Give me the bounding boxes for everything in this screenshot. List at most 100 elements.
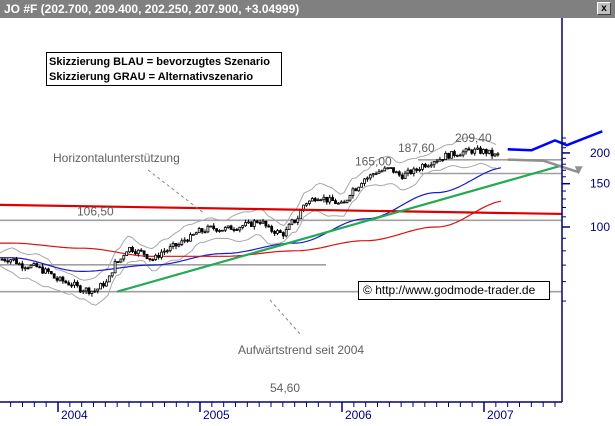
candle-body bbox=[444, 152, 448, 160]
candle-body bbox=[23, 267, 27, 270]
candle-body bbox=[189, 234, 192, 242]
candle-body bbox=[64, 280, 68, 284]
x-axis: 2004 2005 2006 2007 bbox=[0, 401, 562, 422]
candle-body bbox=[107, 275, 111, 283]
close-button[interactable]: x bbox=[597, 2, 611, 15]
candle-body bbox=[348, 195, 352, 201]
candle-body bbox=[368, 174, 372, 179]
band-lower bbox=[0, 162, 497, 306]
candle-body bbox=[145, 253, 149, 260]
candle-body bbox=[336, 202, 340, 205]
candle-body bbox=[467, 148, 471, 151]
candle-body bbox=[493, 153, 497, 157]
y-axis: 100 150 200 bbox=[561, 18, 610, 402]
candle-body bbox=[206, 225, 210, 233]
candle-body bbox=[455, 154, 459, 157]
candle-body bbox=[409, 169, 413, 175]
candle-body bbox=[441, 159, 445, 161]
candle-body bbox=[191, 233, 195, 236]
candle-body bbox=[383, 167, 387, 172]
candle-body bbox=[421, 163, 424, 170]
candle-body bbox=[313, 198, 317, 202]
trend-lines bbox=[0, 164, 563, 335]
legend-blue-text: Skizzierung BLAU = bevorzugtes Szenario bbox=[49, 56, 270, 68]
candle-body bbox=[252, 220, 256, 227]
copyright-icon: © bbox=[363, 283, 372, 297]
candle-body bbox=[235, 229, 239, 231]
candle-body bbox=[148, 258, 152, 261]
candle-body bbox=[415, 168, 419, 171]
candle-body bbox=[6, 260, 10, 263]
candle-body bbox=[273, 230, 277, 234]
candle-body bbox=[55, 277, 59, 281]
candle-body bbox=[12, 258, 16, 261]
candle-body bbox=[496, 153, 500, 156]
candle-body bbox=[464, 148, 468, 153]
candle-body bbox=[450, 151, 453, 159]
candle-body bbox=[119, 258, 123, 263]
candle-body bbox=[160, 251, 163, 258]
y-tick-label: 100 bbox=[590, 220, 610, 234]
candle-body bbox=[142, 250, 146, 255]
band-upper bbox=[0, 136, 497, 281]
y-tick-label: 200 bbox=[590, 146, 610, 160]
candle-body bbox=[215, 228, 219, 232]
candle-body bbox=[374, 172, 378, 175]
candle-body bbox=[264, 220, 268, 227]
candle-body bbox=[81, 290, 85, 293]
candle-body bbox=[386, 167, 390, 170]
candle-body bbox=[131, 247, 134, 252]
candle-body bbox=[3, 258, 7, 262]
candle-body bbox=[17, 263, 21, 266]
scenario-sketches bbox=[507, 130, 603, 175]
candle-body bbox=[177, 244, 181, 247]
candle-body bbox=[200, 228, 204, 233]
watermark-box: © http://www.godmode-trader.de bbox=[358, 281, 550, 300]
window-title-bar[interactable]: JO #F (202.700, 209.400, 202.250, 207.90… bbox=[0, 0, 615, 19]
candle-body bbox=[186, 239, 190, 242]
level-label: 106,50 bbox=[77, 204, 114, 218]
candle-body bbox=[354, 188, 358, 192]
ma-blue-line bbox=[0, 167, 502, 272]
candle-body bbox=[174, 243, 178, 247]
candle-body bbox=[122, 255, 126, 260]
candle-body bbox=[481, 149, 485, 154]
scenario-gray-arrowhead bbox=[574, 166, 583, 175]
chart-background bbox=[0, 18, 615, 426]
candle-body bbox=[116, 261, 120, 263]
candle-body bbox=[241, 225, 245, 228]
candle-body bbox=[287, 223, 291, 230]
candle-body bbox=[394, 171, 398, 174]
candle-body bbox=[276, 230, 279, 234]
candle-body bbox=[479, 147, 482, 154]
candle-body bbox=[389, 167, 393, 170]
candle-body bbox=[452, 151, 456, 156]
candle-body bbox=[351, 188, 355, 196]
candle-body bbox=[458, 154, 462, 157]
candle-body bbox=[125, 251, 129, 256]
support-line bbox=[0, 203, 563, 216]
candle-body bbox=[139, 249, 143, 252]
candle-body bbox=[290, 219, 294, 225]
candle-body bbox=[151, 259, 155, 261]
candle-body bbox=[52, 273, 56, 279]
bollinger-bands bbox=[0, 136, 497, 306]
candle-body bbox=[305, 203, 308, 206]
candle-body bbox=[73, 281, 76, 286]
x-tick-label: 2006 bbox=[345, 408, 372, 422]
candle-body bbox=[418, 168, 422, 171]
candle-body bbox=[44, 268, 47, 274]
candle-body bbox=[261, 220, 265, 224]
candle-body bbox=[426, 165, 430, 168]
candle-body bbox=[93, 290, 97, 293]
candle-body bbox=[377, 171, 381, 174]
candle-body bbox=[209, 225, 213, 228]
candle-body bbox=[484, 149, 488, 154]
candle-body bbox=[90, 290, 94, 294]
candle-body bbox=[128, 247, 132, 253]
candle-body bbox=[220, 229, 224, 232]
price-chart[interactable]: 209,40 187,60 165,00 106,50 54,60 Horizontalu… bbox=[0, 18, 615, 426]
candle-body bbox=[229, 225, 233, 230]
candlesticks bbox=[0, 145, 500, 297]
candle-body bbox=[461, 151, 465, 156]
